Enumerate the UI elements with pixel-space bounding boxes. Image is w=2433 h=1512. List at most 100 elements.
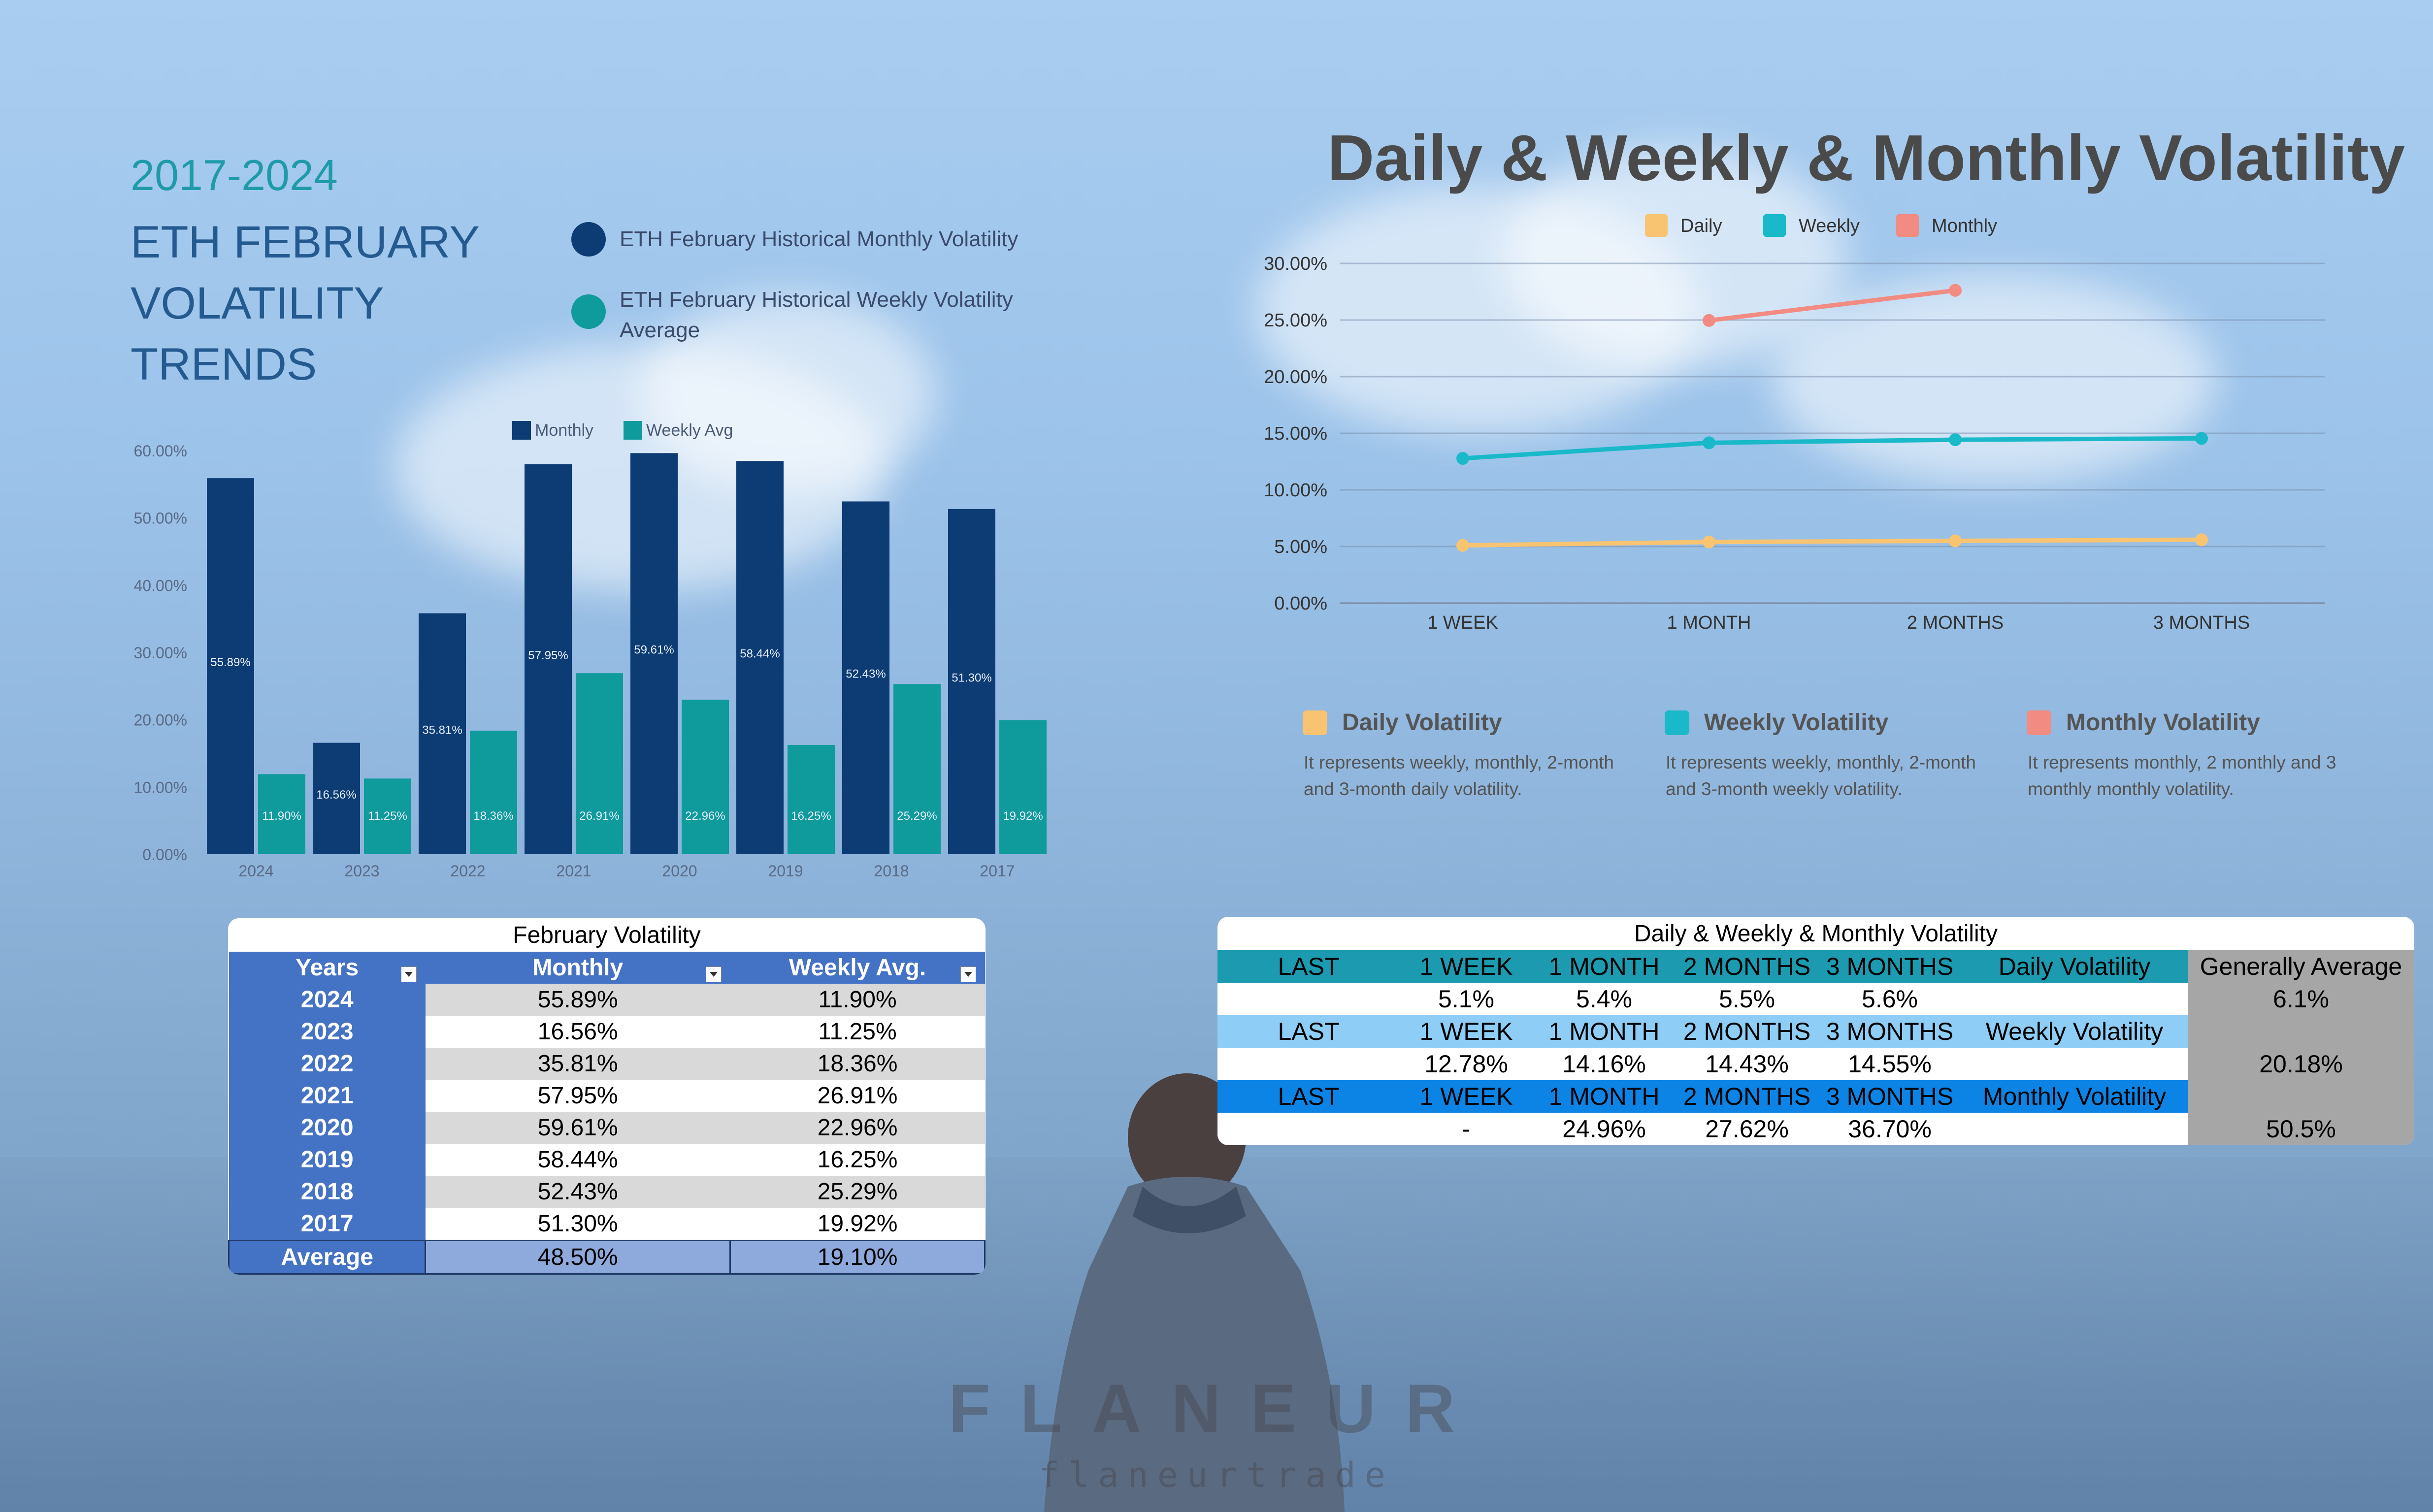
filter-dropdown-icon[interactable] <box>960 966 976 982</box>
value-cell: 5.5% <box>1676 983 1818 1015</box>
title-line: ETH FEBRUARY <box>131 217 480 267</box>
bar <box>258 774 305 854</box>
legend-label: Weekly Avg <box>646 421 733 440</box>
dwm-volatility-table: Daily & Weekly & Monthly Volatility LAST… <box>1217 917 2414 1145</box>
legend-dot <box>571 222 606 257</box>
data-point <box>1456 452 1469 465</box>
bar-chart: 0.00% 10.00% 20.00% 30.00% 40.00% 50.00% 60.00… <box>133 421 1047 880</box>
person-silhouette <box>1044 1073 1345 1512</box>
filter-dropdown-icon[interactable] <box>705 966 722 982</box>
legend-swatch <box>1896 214 1919 237</box>
y-tick-label: 20.00% <box>133 711 187 729</box>
bar <box>630 453 678 854</box>
legend-swatch <box>512 421 531 440</box>
data-label: 22.96% <box>685 809 725 823</box>
header-cell: 1 MONTH <box>1533 1015 1676 1048</box>
table-row: 2024 55.89% 11.90% <box>229 984 985 1016</box>
brand-handle: flaneurtrade <box>1039 1455 1394 1495</box>
data-label: 11.90% <box>262 809 301 823</box>
y-tick-label: 30.00% <box>1264 254 1327 274</box>
generally-average-value: 20.18% <box>2188 1048 2414 1080</box>
data-point <box>2195 432 2208 445</box>
header-cell: 1 WEEK <box>1400 1080 1533 1113</box>
value-cell: 24.96% <box>1533 1113 1676 1145</box>
bar <box>999 720 1047 854</box>
legend-swatch <box>1763 214 1786 237</box>
data-point <box>1456 539 1469 552</box>
y-tick-label: 60.00% <box>133 442 187 460</box>
y-tick-label: 5.00% <box>1274 537 1327 557</box>
data-label: 58.44% <box>740 647 780 661</box>
monthly-values-row: - 24.96% 27.62% 36.70% 50.5% <box>1217 1113 2414 1145</box>
legend-dot <box>571 294 606 329</box>
value-cell: 12.78% <box>1400 1048 1533 1080</box>
data-label: 25.29% <box>897 809 937 823</box>
x-tick-label: 1 MONTH <box>1667 612 1751 633</box>
weekly-cell: 18.36% <box>730 1048 985 1080</box>
title-line: TRENDS <box>131 339 317 389</box>
year-cell: 2021 <box>229 1080 426 1112</box>
table-row: 2020 59.61% 22.96% <box>229 1112 985 1144</box>
header-cell: 1 WEEK <box>1400 950 1533 983</box>
line-chart: 0.00% 5.00% 10.00% 15.00% 20.00% 25.00% 30.00%… <box>1264 214 2325 633</box>
header-cell: 3 MONTHS <box>1818 1080 1961 1113</box>
bar <box>842 501 889 854</box>
brand-logo: FLANEUR <box>948 1370 1485 1447</box>
value-cell <box>1961 1113 2188 1145</box>
february-volatility-table: February Volatility Years Monthly Weekly… <box>228 918 986 1275</box>
table-row: 2019 58.44% 16.25% <box>229 1144 985 1176</box>
header-cell: LAST <box>1217 950 1400 983</box>
bar <box>525 464 572 854</box>
legend-daily-volatility: Daily Volatility <box>1303 709 1502 736</box>
value-cell: 5.6% <box>1818 983 1961 1015</box>
header-cell: 2 MONTHS <box>1676 1080 1818 1113</box>
legend-weekly-volatility: Weekly Volatility <box>1665 709 1888 736</box>
generally-average-blank <box>2188 1080 2414 1113</box>
page-title: ETH FEBRUARY VOLATILITY TRENDS <box>131 212 574 395</box>
data-label: 57.95% <box>528 649 568 662</box>
y-tick-label: 20.00% <box>1264 367 1327 387</box>
year-cell: 2020 <box>229 1112 426 1144</box>
daily-values-row: 5.1% 5.4% 5.5% 5.6% 6.1% <box>1217 983 2414 1015</box>
header-cell: 1 MONTH <box>1533 1080 1676 1113</box>
series-line <box>1460 537 2204 548</box>
section-label: Daily Volatility <box>1961 950 2188 983</box>
y-tick-label: 25.00% <box>1264 310 1327 331</box>
legend-title: Weekly Volatility <box>1704 709 1889 736</box>
table-row: 2022 35.81% 18.36% <box>229 1048 985 1080</box>
value-cell <box>1961 1048 2188 1080</box>
year-cell: 2018 <box>229 1176 426 1208</box>
monthly-cell: 59.61% <box>425 1112 730 1144</box>
monthly-cell: 16.56% <box>425 1016 730 1048</box>
data-label: 51.30% <box>952 671 991 684</box>
y-tick-label: 40.00% <box>133 577 187 594</box>
data-point <box>1949 433 1962 447</box>
header-cell: LAST <box>1217 1080 1400 1113</box>
weekly-cell: 22.96% <box>730 1112 985 1144</box>
x-tick-label: 2021 <box>556 862 591 880</box>
filter-dropdown-icon[interactable] <box>400 966 417 982</box>
value-cell: 5.1% <box>1400 983 1533 1015</box>
legend-weekly: ETH February Historical Weekly Volatilit… <box>571 285 1088 346</box>
section-label: Monthly Volatility <box>1961 1080 2188 1113</box>
y-tick-label: 0.00% <box>142 846 187 864</box>
weekly-cell: 26.91% <box>730 1080 985 1112</box>
data-label: 35.81% <box>422 723 462 737</box>
year-cell: 2022 <box>229 1048 426 1080</box>
y-tick-label: 0.00% <box>1274 593 1327 614</box>
legend-description: It represents weekly, monthly, 2-month a… <box>1304 752 1614 799</box>
legend-title: Daily Volatility <box>1342 709 1502 736</box>
bar <box>470 731 517 854</box>
line-chart-title: Daily & Weekly & Monthly Volatility <box>1327 122 2405 194</box>
bar <box>893 684 941 854</box>
series-line <box>1460 436 2204 461</box>
weekly-cell: 11.90% <box>730 984 985 1016</box>
monthly-cell: 51.30% <box>425 1208 730 1241</box>
value-cell: - <box>1400 1113 1533 1145</box>
year-cell: 2017 <box>229 1208 426 1241</box>
value-cell <box>1217 983 1400 1015</box>
bar <box>364 778 411 854</box>
x-tick-label: 3 MONTHS <box>2153 612 2250 633</box>
column-header: Years <box>229 952 426 984</box>
value-cell: 14.16% <box>1533 1048 1676 1080</box>
